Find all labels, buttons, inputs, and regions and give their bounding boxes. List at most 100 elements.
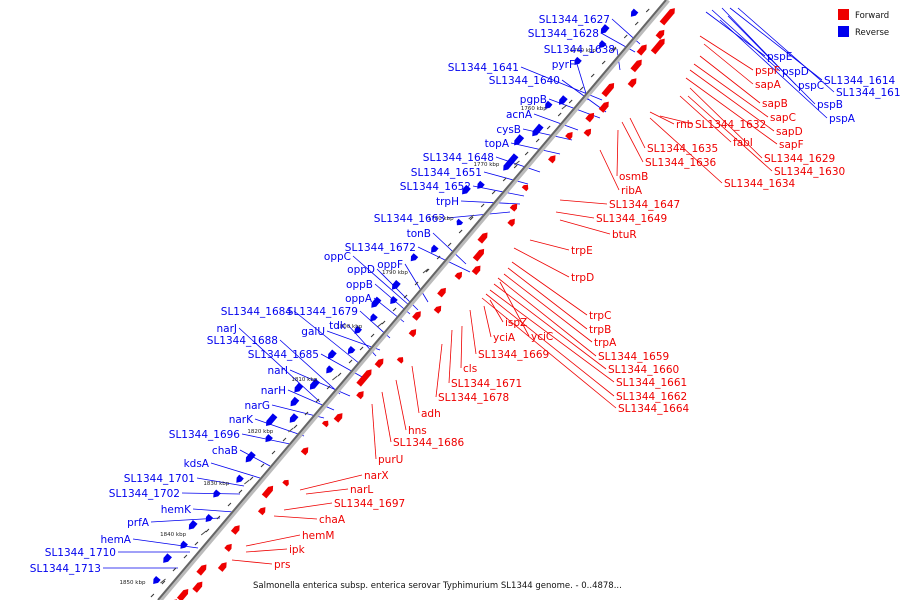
gene-label[interactable]: SL1344_1635	[647, 143, 718, 155]
gene-label[interactable]: SL1344_1648	[423, 152, 494, 164]
gene-label[interactable]: btuR	[612, 229, 637, 241]
gene-label[interactable]: SL1344_1615	[836, 87, 900, 99]
gene-label[interactable]: acnA	[506, 109, 533, 121]
gene-label[interactable]: ipk	[289, 544, 306, 556]
gene-label[interactable]: tonB	[407, 228, 431, 240]
gene-label[interactable]: trpH	[436, 196, 459, 208]
gene-label[interactable]: pgpB	[520, 94, 547, 106]
gene-label[interactable]: SL1344_1638	[544, 44, 615, 56]
gene-label[interactable]: fabI	[733, 137, 753, 149]
gene-label[interactable]: SL1344_1661	[616, 377, 687, 389]
reverse-gene	[391, 280, 401, 290]
gene-label[interactable]: adh	[421, 408, 441, 420]
gene-label[interactable]: SL1344_1713	[30, 563, 101, 575]
gene-label[interactable]: galU	[301, 326, 325, 338]
gene-label[interactable]: SL1344_1710	[45, 547, 116, 559]
gene-label[interactable]: SL1344_1663	[374, 213, 445, 225]
gene-label[interactable]: purU	[378, 454, 403, 466]
gene-label[interactable]: cls	[463, 363, 477, 375]
gene-label[interactable]: narG	[244, 400, 270, 412]
gene-label[interactable]: oppF	[377, 259, 403, 271]
gene-label[interactable]: SL1344_1669	[478, 349, 549, 361]
gene-label[interactable]: SL1344_1659	[598, 351, 669, 363]
gene-label[interactable]: narI	[267, 365, 288, 377]
gene-label[interactable]: pspF	[755, 65, 780, 77]
gene-label[interactable]: topA	[485, 138, 510, 150]
gene-label[interactable]: hemK	[161, 504, 192, 516]
gene-label[interactable]: hns	[408, 425, 427, 437]
gene-label[interactable]: SL1344_1629	[764, 153, 835, 165]
gene-label[interactable]: narL	[350, 484, 373, 496]
gene-label[interactable]: pspA	[829, 113, 856, 125]
gene-label[interactable]: cysB	[496, 124, 521, 136]
gene-label[interactable]: narJ	[216, 323, 237, 335]
gene-label[interactable]: tdk	[329, 320, 347, 332]
gene-label[interactable]: yciA	[493, 332, 516, 344]
gene-label[interactable]: narX	[364, 470, 389, 482]
gene-label[interactable]: narK	[229, 414, 254, 426]
gene-label[interactable]: SL1344_1686	[393, 437, 465, 449]
gene-label[interactable]: SL1344_1664	[618, 403, 690, 415]
gene-label[interactable]: yciC	[531, 331, 553, 343]
gene-label[interactable]: SL1344_1641	[448, 62, 519, 74]
gene-label[interactable]: SL1344_1660	[608, 364, 679, 376]
gene-label[interactable]: trpB	[589, 324, 611, 336]
gene-label[interactable]: osmB	[619, 171, 648, 183]
gene-label[interactable]: SL1344_1652	[400, 181, 471, 193]
gene-label[interactable]: SL1344_1672	[345, 242, 416, 254]
gene-label[interactable]: prs	[274, 559, 290, 571]
gene-label[interactable]: ispZ	[505, 317, 527, 329]
gene-label[interactable]: SL1344_1662	[616, 391, 687, 403]
gene-label[interactable]: rnb	[676, 119, 694, 131]
gene-label[interactable]: sapC	[770, 112, 796, 124]
gene-label[interactable]: pspC	[798, 80, 824, 92]
gene-label[interactable]: oppB	[346, 279, 373, 291]
gene-label[interactable]: oppA	[345, 293, 373, 305]
gene-label[interactable]: SL1344_1678	[438, 392, 509, 404]
gene-label[interactable]: SL1344_1701	[124, 473, 195, 485]
gene-label[interactable]: chaA	[319, 514, 346, 526]
gene-label[interactable]: SL1344_1628	[528, 28, 599, 40]
gene-label[interactable]: SL1344_1627	[539, 14, 610, 26]
gene-label[interactable]: SL1344_1685	[248, 349, 319, 361]
gene-label[interactable]: pspB	[817, 99, 843, 111]
gene-label[interactable]: SL1344_1696	[169, 429, 241, 441]
gene-label[interactable]: trpA	[594, 337, 617, 349]
gene-label[interactable]: SL1344_1688	[207, 335, 278, 347]
gene-label[interactable]: narH	[261, 385, 286, 397]
gene-label[interactable]: SL1344_1634	[724, 178, 796, 190]
gene-label[interactable]: sapF	[779, 139, 804, 151]
gene-label[interactable]: SL1344_1697	[334, 498, 405, 510]
gene-label[interactable]: SL1344_1630	[774, 166, 845, 178]
gene-label[interactable]: oppD	[347, 264, 375, 276]
gene-label[interactable]: pyrF	[552, 59, 575, 71]
gene-label[interactable]: SL1344_1702	[109, 488, 180, 500]
gene-label[interactable]: SL1344_1636	[645, 157, 717, 169]
gene-label[interactable]: trpD	[571, 272, 594, 284]
gene-label[interactable]: SL1344_1671	[451, 378, 522, 390]
gene-label[interactable]: SL1344_1684	[221, 306, 293, 318]
gene-label[interactable]: pspD	[782, 66, 809, 78]
gene-label[interactable]: oppC	[324, 251, 351, 263]
gene-label[interactable]: SL1344_1647	[609, 199, 680, 211]
gene-label[interactable]: kdsA	[184, 458, 210, 470]
gene-label[interactable]: SL1344_1614	[824, 75, 896, 87]
gene-label[interactable]: ribA	[621, 185, 643, 197]
gene-label[interactable]: SL1344_1640	[489, 75, 560, 87]
gene-label[interactable]: trpC	[589, 310, 611, 322]
gene-label[interactable]: SL1344_1649	[596, 213, 667, 225]
gene-label[interactable]: trpE	[571, 245, 593, 257]
gene-label[interactable]: chaB	[212, 445, 238, 457]
gene-label[interactable]: pspE	[767, 51, 792, 63]
gene-label[interactable]: sapA	[755, 79, 782, 91]
gene-label[interactable]: sapD	[776, 126, 803, 138]
gene-label[interactable]: SL1344_1651	[411, 167, 482, 179]
gene-label[interactable]: hemA	[100, 534, 131, 546]
gene-label[interactable]: sapB	[762, 98, 788, 110]
gene-label[interactable]: SL1344_1632	[695, 119, 766, 131]
gene-label[interactable]: SL1344_1679	[287, 306, 358, 318]
gene-label[interactable]: hemM	[302, 530, 334, 542]
gene-label[interactable]: prfA	[127, 517, 150, 529]
